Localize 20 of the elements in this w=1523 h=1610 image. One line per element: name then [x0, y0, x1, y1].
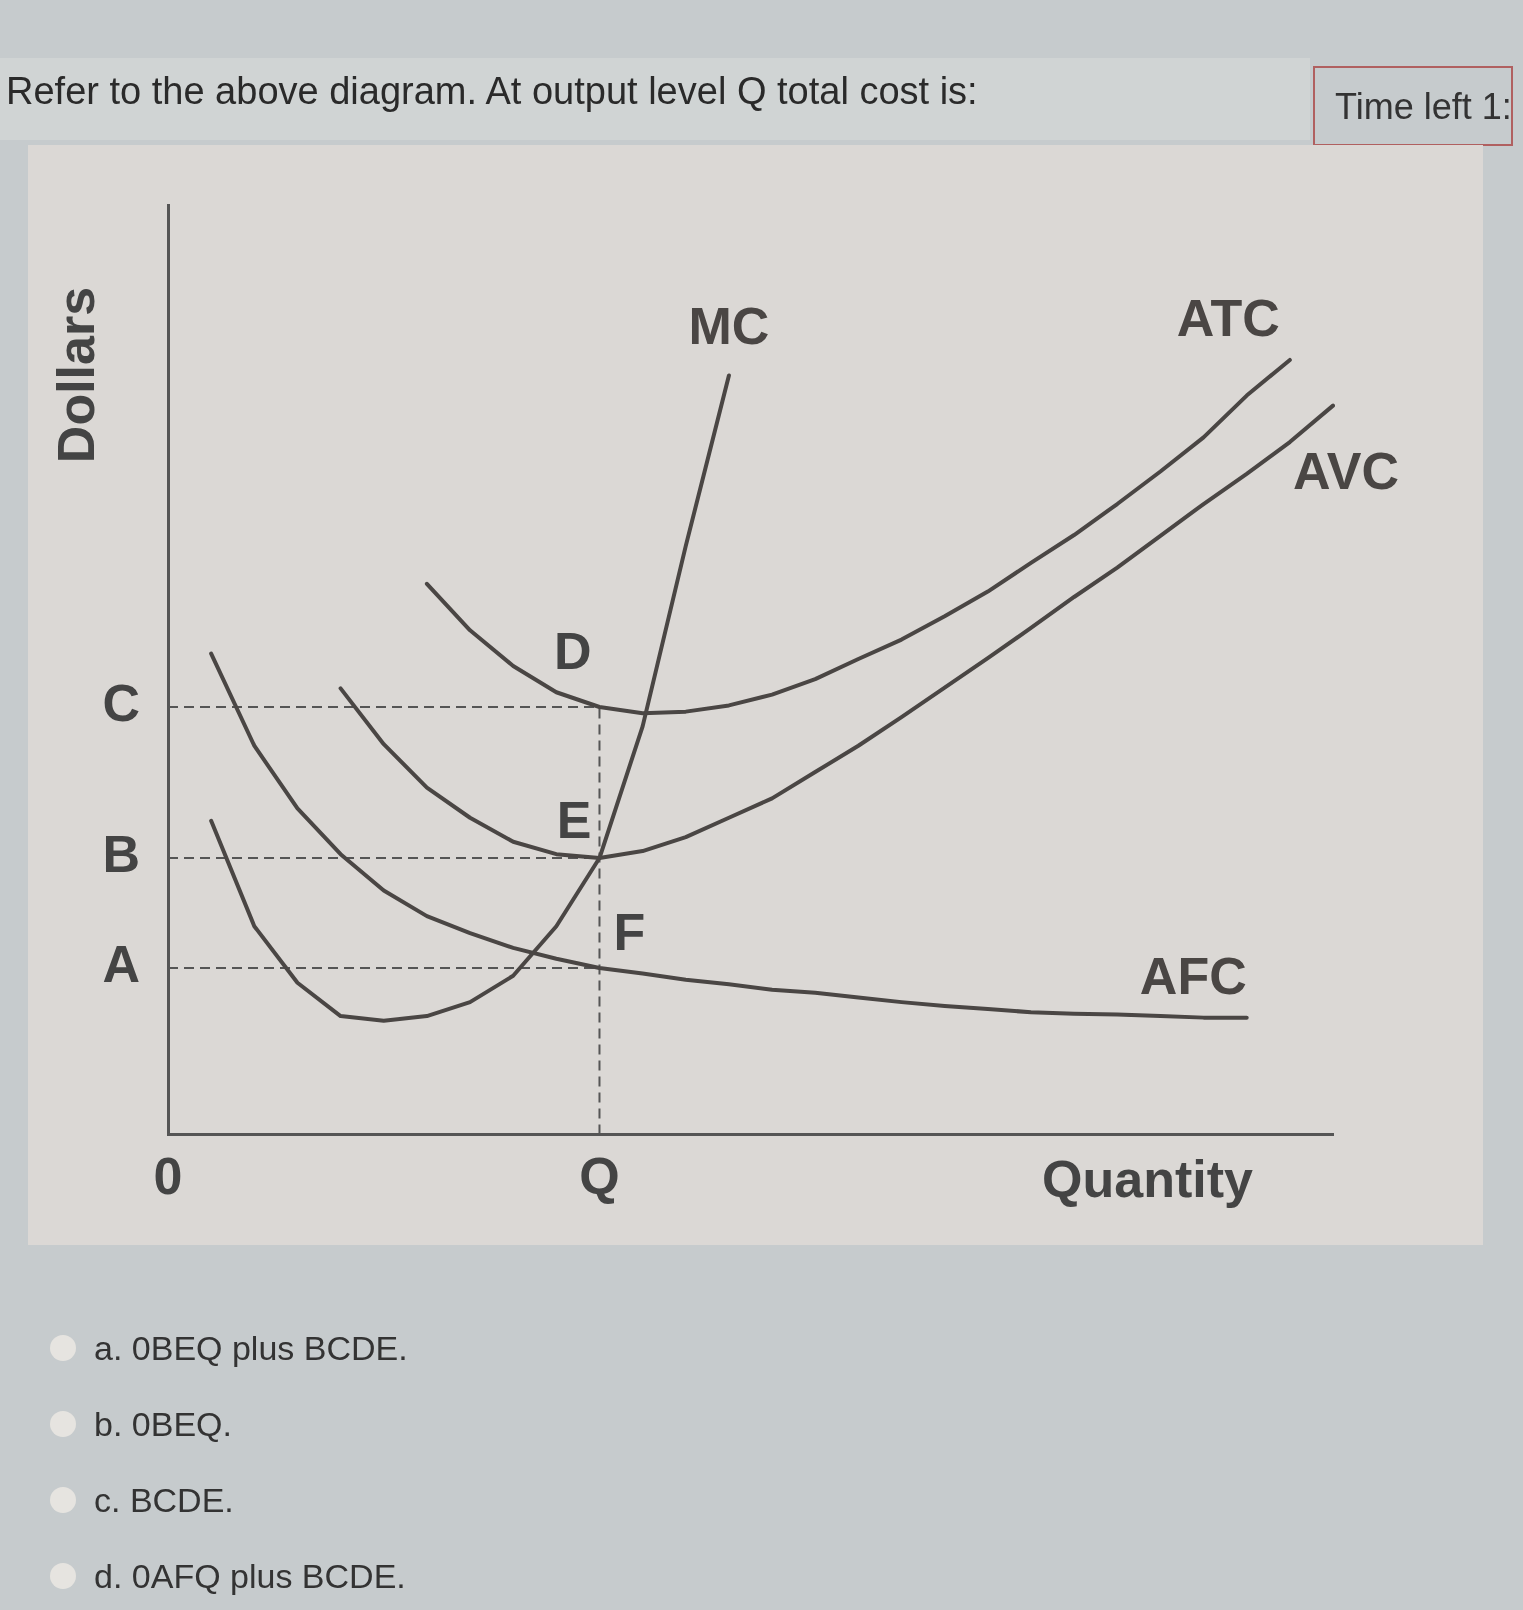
text: a. 0BEQ plus BCDE. — [94, 1328, 408, 1368]
series-label: ATC — [1176, 289, 1280, 348]
text: d. 0AFQ plus BCDE. — [94, 1556, 406, 1596]
x-tick-label: Q — [579, 1147, 620, 1206]
x-tick-label: 0 — [153, 1147, 183, 1206]
y-axis-title: Dollars — [47, 286, 106, 464]
x-axis-title: Quantity — [1042, 1149, 1254, 1208]
chart-title: Refer to the above diagram. At output level Q total cost is: — [6, 70, 978, 113]
ref-line-label: B — [102, 825, 140, 884]
ref-line-label: C — [102, 674, 140, 733]
text: b. 0BEQ. — [94, 1404, 232, 1444]
series-label: MC — [688, 296, 770, 355]
annotation: F — [613, 903, 646, 962]
text: c. BCDE. — [94, 1480, 234, 1520]
series-label: AFC — [1139, 946, 1247, 1005]
annotation: D — [553, 622, 592, 681]
ref-line-label: A — [102, 935, 140, 994]
annotation: E — [556, 791, 592, 850]
series-label: AVC — [1293, 441, 1399, 500]
text: Time left 1: — [1313, 66, 1513, 146]
